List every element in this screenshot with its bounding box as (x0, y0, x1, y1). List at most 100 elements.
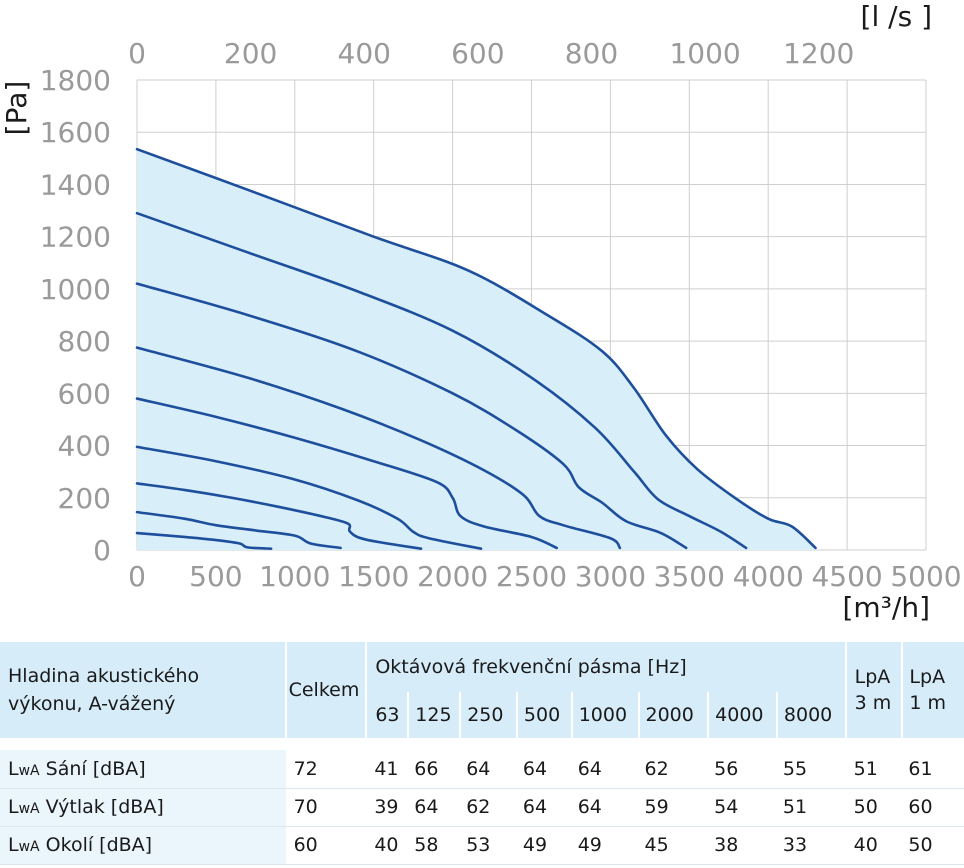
operating-range-area (137, 149, 816, 550)
lw-subscript: wA (18, 839, 40, 855)
x-axis-ticks: 0 500 1000 1500 2000 2500 3000 3500 4000 4500 5000 (128, 560, 962, 593)
y-tick-label: 0 (93, 534, 111, 567)
pressure-curve-4 (135, 445, 483, 550)
lpa-1m-cell: 60 (902, 788, 964, 827)
table-title-line1: Hladina akustického (8, 665, 200, 687)
band-cell: 41 (366, 750, 409, 789)
lw-symbol: L (8, 796, 19, 818)
pressure-curve-1 (135, 531, 273, 550)
band-cell: 55 (776, 750, 846, 789)
x-tick-label: 3500 (654, 560, 725, 593)
pressure-curve-3 (135, 482, 423, 550)
band-cell: 64 (408, 788, 461, 827)
lpa-1m-line2: 1 m (909, 692, 947, 714)
pressure-curve-5 (135, 397, 559, 550)
lpa-3m-cell: 40 (845, 826, 903, 865)
x-tick-label: 4000 (733, 560, 804, 593)
x-tick-label: 1500 (338, 560, 409, 593)
x-axis-unit: [m³/h] (842, 591, 930, 624)
band-cell: 64 (516, 788, 572, 827)
band-cell: 49 (571, 826, 639, 865)
band-cell: 51 (776, 788, 846, 827)
y-tick-label: 1600 (40, 116, 111, 149)
x-tick-label: 2000 (417, 560, 488, 593)
lw-symbol: L (8, 834, 19, 856)
x-top-tick-label: 200 (224, 37, 277, 70)
lpa-3m-cell: 51 (845, 750, 903, 789)
total-cell: 60 (285, 826, 367, 865)
row-label-text: Výtlak [dBA] (39, 796, 164, 818)
x-tick-label: 4500 (811, 560, 882, 593)
row-label-text: Okolí [dBA] (39, 834, 153, 856)
lpa-1m-cell: 50 (902, 826, 964, 865)
lw-subscript: wA (18, 801, 40, 817)
table-row: LwA Okolí [dBA] 60 40 58 53 49 49 45 38 … (0, 826, 964, 865)
x-tick-label: 0 (128, 560, 146, 593)
x-tick-label: 3000 (575, 560, 646, 593)
y-tick-label: 1000 (40, 273, 111, 306)
noise-table: Hladina akustického výkonu, A-vážený Cel… (0, 642, 964, 865)
x-tick-label: 5000 (890, 560, 961, 593)
y-tick-label: 1800 (40, 64, 111, 97)
x-top-tick-label: 600 (451, 37, 504, 70)
band-cell: 40 (366, 826, 409, 865)
band-header: 125 (408, 692, 462, 738)
band-cell: 64 (460, 750, 517, 789)
row-label: LwA Okolí [dBA] (0, 826, 286, 865)
pressure-curve-8 (135, 211, 748, 550)
y-axis-ticks: 0 200 400 600 800 1000 1200 1400 1600 1800 (40, 64, 111, 567)
table-title: Hladina akustického výkonu, A-vážený (0, 642, 287, 738)
lpa-1m-cell: 61 (902, 750, 964, 789)
lpa-3m-line1: LpA (854, 666, 891, 688)
y-tick-label: 200 (58, 482, 111, 515)
band-cell: 58 (408, 826, 461, 865)
band-cell: 49 (516, 826, 572, 865)
band-header: 1000 (571, 692, 640, 738)
lpa-1m-line1: LpA (909, 666, 946, 688)
band-header: 250 (460, 692, 518, 738)
y-tick-label: 1200 (40, 221, 111, 254)
row-label-text: Sání [dBA] (39, 757, 146, 780)
band-cell: 39 (366, 788, 409, 827)
band-cell: 33 (776, 826, 846, 865)
band-cell: 53 (460, 826, 517, 865)
band-cell: 54 (708, 788, 777, 827)
band-cell: 62 (638, 750, 709, 789)
pressure-curve-6 (135, 346, 622, 550)
bands-header: Oktávová frekvenční pásma [Hz] (366, 642, 847, 692)
band-cell: 64 (571, 750, 639, 789)
lw-symbol: L (8, 757, 19, 780)
band-cell: 56 (708, 750, 777, 789)
y-tick-label: 400 (58, 430, 111, 463)
band-cell: 62 (460, 788, 517, 827)
pressure-curve-2 (135, 510, 342, 550)
band-header: 63 (366, 692, 410, 738)
x-tick-label: 2500 (496, 560, 567, 593)
band-cell: 64 (571, 788, 639, 827)
x-top-axis-unit: [l /s ] (861, 0, 932, 33)
x-top-tick-label: 0 (128, 37, 146, 70)
x-top-tick-label: 800 (565, 37, 618, 70)
band-cell: 38 (708, 826, 777, 865)
band-header: 8000 (776, 692, 847, 738)
band-cell: 45 (638, 826, 709, 865)
lpa-3m-cell: 50 (845, 788, 903, 827)
band-cell: 59 (638, 788, 709, 827)
pressure-curves (135, 147, 817, 550)
pressure-curve-7 (135, 282, 688, 550)
row-label: LwA Sání [dBA] (0, 750, 286, 789)
x-tick-label: 500 (189, 560, 242, 593)
band-cell: 64 (516, 750, 572, 789)
table-row: LwA Výtlak [dBA] 70 39 64 62 64 64 59 54… (0, 788, 964, 827)
band-header: 500 (516, 692, 573, 738)
lpa-3m-line2: 3 m (854, 692, 892, 714)
band-header: 2000 (638, 692, 710, 738)
lw-subscript: wA (18, 762, 40, 779)
total-header: Celkem (285, 642, 368, 738)
band-cell: 66 (408, 750, 461, 789)
y-tick-label: 1400 (40, 168, 111, 201)
fan-performance-chart: 0 500 1000 1500 2000 2500 3000 3500 4000 4500 5000… (0, 0, 962, 624)
lpa-3m-header: LpA 3 m (845, 642, 904, 738)
table-row: LwA Sání [dBA] 72 41 66 64 64 64 62 56 5… (0, 750, 964, 789)
total-cell: 70 (285, 788, 367, 827)
